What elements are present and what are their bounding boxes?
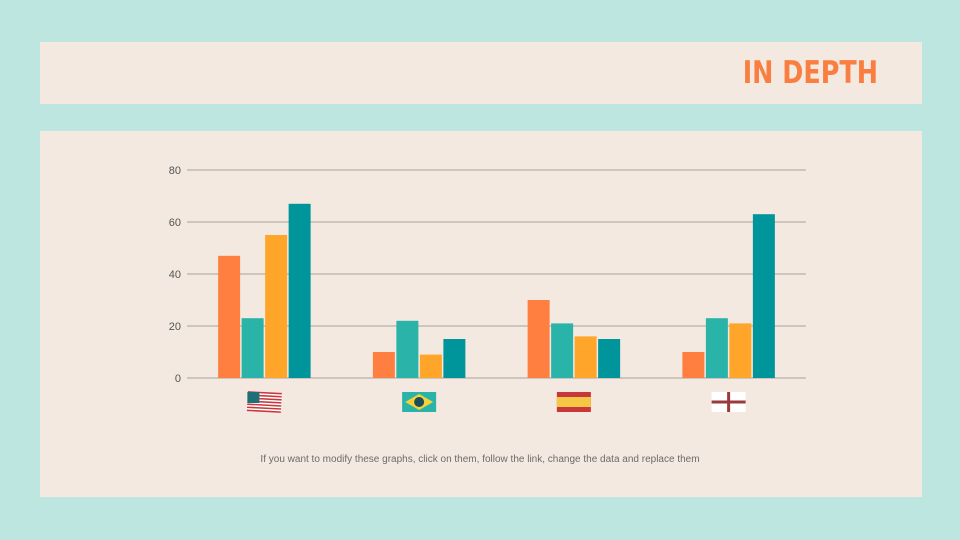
bar	[288, 203, 311, 378]
flag-stripe	[247, 391, 282, 395]
bar	[551, 323, 574, 378]
flag-band	[556, 397, 591, 407]
y-tick-label: 0	[175, 373, 181, 385]
bar	[705, 318, 728, 378]
bar	[729, 323, 752, 378]
bar	[241, 318, 264, 378]
y-tick-label: 80	[169, 165, 181, 177]
bar	[372, 352, 395, 378]
flag-stripe	[247, 406, 282, 410]
england-flag-icon	[711, 392, 746, 412]
edit-instructions-note: If you want to modify these graphs, clic…	[260, 454, 700, 465]
bar	[396, 320, 419, 378]
page-title: IN DEPTH	[742, 55, 878, 91]
flag-stripe	[246, 409, 281, 413]
flag-canton	[247, 392, 260, 403]
bar	[598, 339, 621, 378]
spain-flag-icon	[556, 392, 591, 412]
usa-flag-icon	[246, 391, 282, 413]
flag-globe	[414, 397, 425, 407]
bars	[218, 203, 775, 378]
y-tick-label: 40	[169, 269, 181, 281]
bar	[218, 255, 241, 378]
bar	[574, 336, 597, 378]
bar	[752, 214, 775, 378]
category-flags	[246, 391, 746, 413]
flag-cross-horizontal	[711, 400, 746, 404]
y-axis-ticks: 0 20 40 60 80	[169, 165, 181, 385]
bar	[443, 339, 466, 378]
bar	[527, 300, 550, 378]
brazil-flag-icon	[402, 392, 437, 412]
chart-panel	[40, 131, 922, 497]
bar	[682, 352, 705, 378]
bar	[265, 235, 288, 378]
header-panel: IN DEPTH	[40, 42, 922, 104]
bar	[419, 354, 442, 378]
flag-stripe	[247, 403, 282, 407]
y-tick-label: 20	[169, 321, 181, 333]
y-tick-label: 60	[169, 217, 181, 229]
